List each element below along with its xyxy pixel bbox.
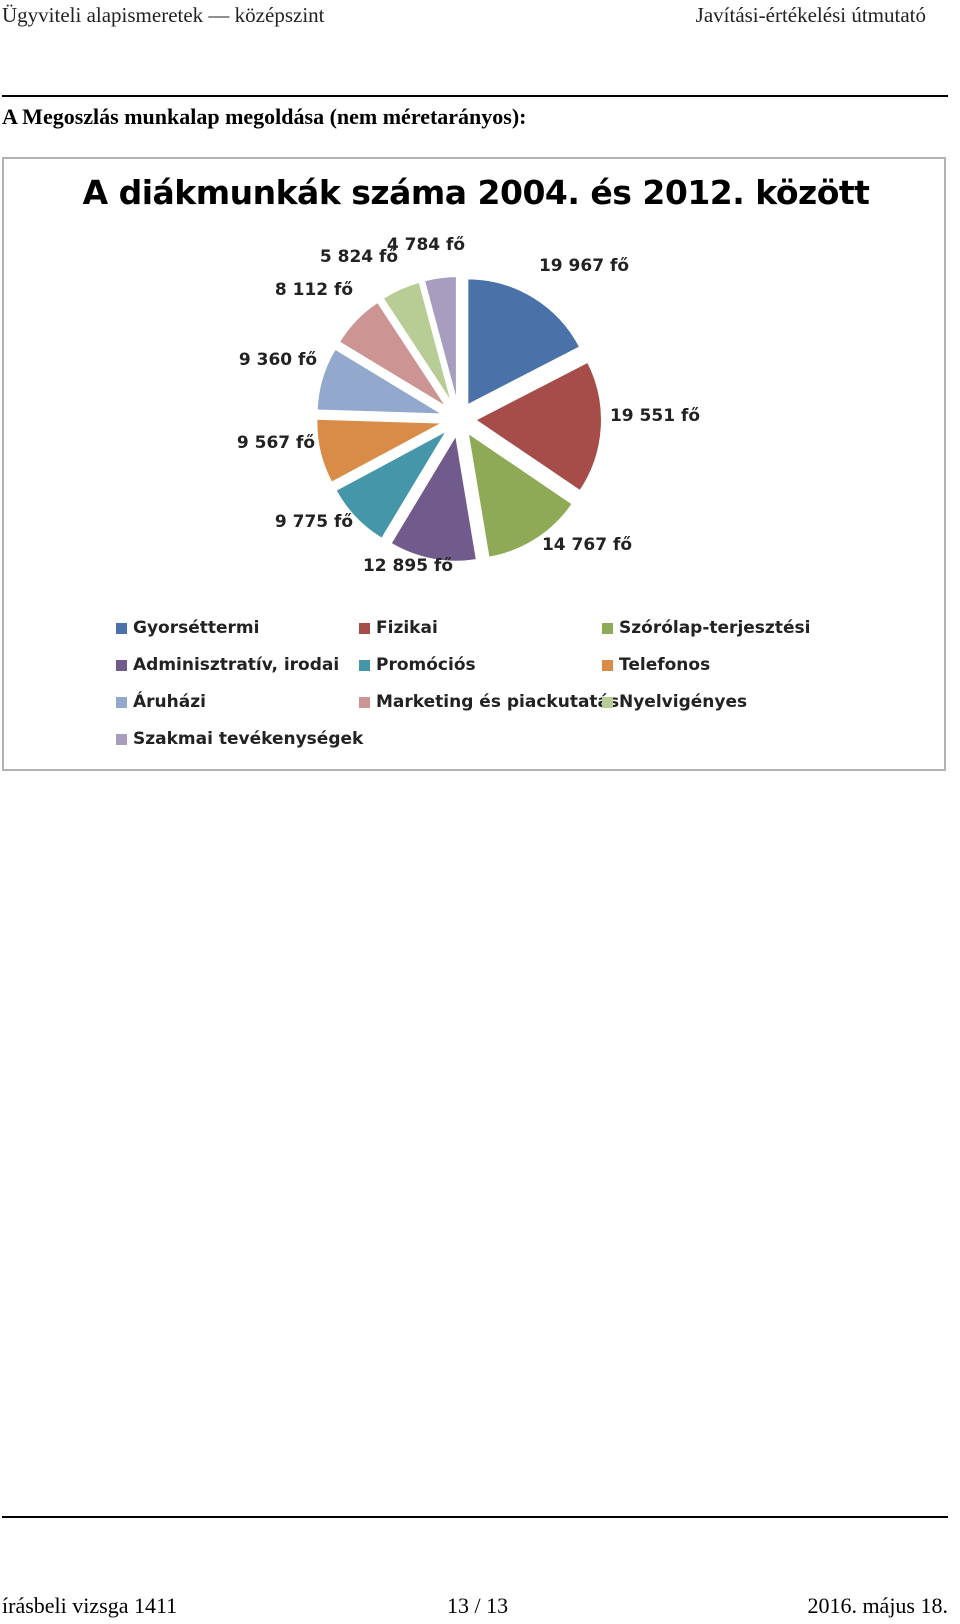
legend-item: Promóciós [359,654,602,676]
legend-item: Szórólap-terjesztési [602,617,896,639]
data-label-4: 12 895 fő [363,556,453,576]
pie-slice-3 [466,430,575,559]
legend-label: Marketing és piackutatás [376,692,620,712]
legend-item: Nyelvigényes [602,691,896,713]
footer-exam: írásbeli vizsga 1411 [2,1593,178,1618]
chart-title: A diákmunkák száma 2004. és 2012. között [82,173,870,212]
legend-item: Áruházi [116,691,359,713]
data-label-3: 14 767 fő [542,535,632,555]
page-footer: írásbeli vizsga 1411 13 / 13 2016. május… [0,1592,960,1624]
legend-label: Szakmai tevékenységek [133,729,364,749]
legend-label: Nyelvigényes [619,692,748,712]
legend-swatch [359,622,370,634]
legend-label: Szórólap-terjesztési [619,618,811,638]
header-divider [2,95,948,97]
legend-item: Gyorséttermi [116,617,359,639]
footer-page-number: 13 / 13 [447,1593,509,1618]
legend-label: Adminisztratív, irodai [133,655,340,675]
legend-label: Gyorséttermi [133,618,260,638]
legend-label: Telefonos [619,655,711,675]
legend-swatch [116,696,127,708]
legend-swatch [116,622,127,634]
legend-item: Marketing és piackutatás [359,691,619,713]
legend-swatch [602,696,613,708]
legend-label: Fizikai [376,618,438,638]
footer-divider [2,1516,948,1518]
legend-swatch [602,622,613,634]
footer-date: 2016. május 18. [807,1593,948,1618]
legend-swatch [359,696,370,708]
header-right: Javítási-értékelési útmutató [695,3,926,27]
page-header: Ügyviteli alapismeretek — középszint Jav… [0,0,960,30]
legend-item: Adminisztratív, irodai [116,654,359,676]
data-label-1: 19 967 fő [539,256,629,276]
legend-item: Szakmai tevékenységek [116,728,363,750]
legend-swatch [359,659,370,671]
data-label-8: 8 112 fő [275,280,353,300]
legend-label: Áruházi [133,692,206,712]
legend-item: Fizikai [359,617,602,639]
pie-slice-9 [381,280,454,405]
header-left: Ügyviteli alapismeretek — középszint [2,3,325,27]
pie-slice-10 [422,275,458,404]
legend-label: Promóciós [376,655,476,675]
chart-legend: Gyorséttermi Fizikai Szórólap-terjesztési A… [116,617,896,750]
legend-swatch [116,659,127,671]
pie-slice-6 [315,417,448,485]
pie-chart: 19 967 fő 19 551 fő 14 767 fő 12 895 fő 9 77… [237,235,700,576]
pie-slice-5 [334,427,451,541]
data-label-5: 9 775 fő [275,512,353,532]
section-title: A Megoszlás munkalap megoldása (nem mére… [2,104,527,129]
data-label-2: 19 551 fő [610,406,700,426]
pie-slice-2 [473,360,603,493]
data-label-10: 4 784 fő [387,235,465,255]
pie-slice-8 [337,300,449,409]
data-label-6: 9 567 fő [237,433,315,453]
legend-swatch [602,659,613,671]
pie-slice-4 [389,431,479,563]
legend-swatch [116,733,127,745]
data-label-9: 5 824 fő [320,247,398,267]
pie-slice-1 [466,277,582,407]
data-label-7: 9 360 fő [239,350,317,370]
legend-item: Telefonos [602,654,896,676]
pie-slice-7 [315,347,448,416]
chart-area: A diákmunkák száma 2004. és 2012. között… [2,157,946,771]
